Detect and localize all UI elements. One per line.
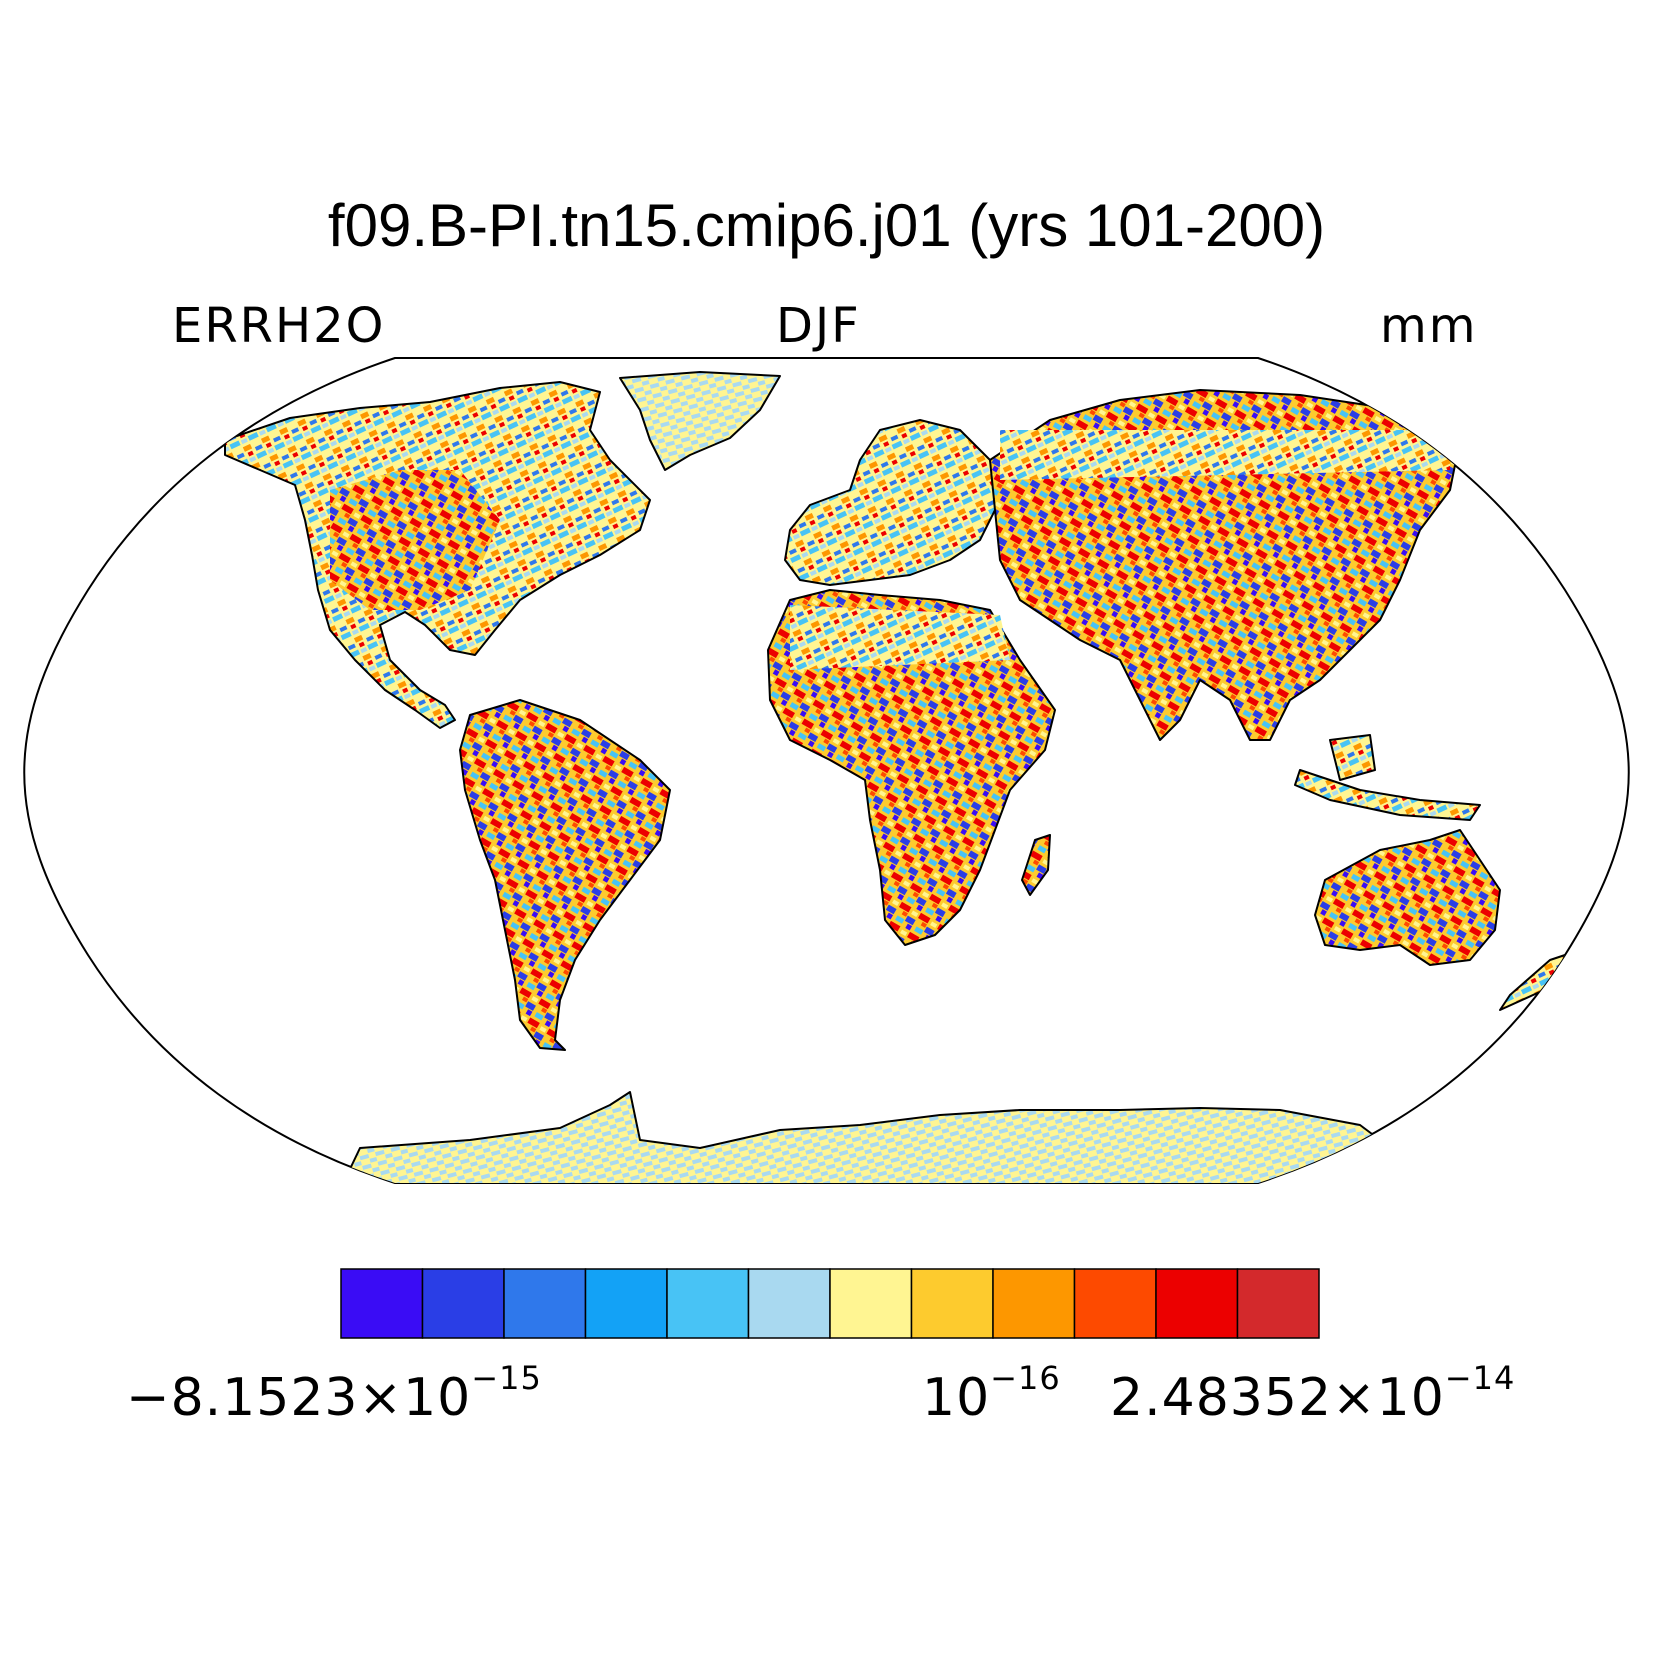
africa <box>767 589 1056 946</box>
siberia <box>1000 430 1450 480</box>
colorbar-box <box>910 1268 994 1339</box>
colorbar-box <box>666 1268 750 1339</box>
colorbar-box <box>992 1268 1076 1339</box>
colorbar-min-label: −8.1523×10−15 <box>126 1359 542 1428</box>
variable-label: ERRH2O <box>172 298 386 354</box>
colorbar-box <box>1155 1268 1239 1339</box>
new-zealand <box>1499 954 1566 1011</box>
colorbar-box <box>829 1268 913 1339</box>
colorbar-box <box>584 1268 668 1339</box>
indonesia <box>1294 769 1481 821</box>
colorbar-box <box>421 1268 505 1339</box>
south-america <box>459 699 671 1051</box>
australia <box>1314 829 1501 966</box>
colorbar-mid-label: 10−16 <box>922 1359 1061 1428</box>
season-label: DJF <box>776 298 861 354</box>
colorbar <box>340 1268 1320 1339</box>
north-america-central-hot <box>330 470 500 610</box>
colorbar-box <box>747 1268 831 1339</box>
madagascar <box>1021 834 1051 896</box>
colorbar-box <box>503 1268 587 1339</box>
colorbar-box <box>1073 1268 1157 1339</box>
map-title: f09.B-PI.tn15.cmip6.j01 (yrs 101-200) <box>327 192 1326 259</box>
colorbar-box <box>1236 1268 1320 1339</box>
borneo <box>1329 734 1376 781</box>
africa-sahara <box>790 605 1010 670</box>
colorbar-max-label: 2.48352×10−14 <box>1110 1359 1516 1428</box>
greenland <box>619 371 781 471</box>
units-label: mm <box>1380 298 1478 354</box>
colorbar-box <box>340 1268 424 1339</box>
